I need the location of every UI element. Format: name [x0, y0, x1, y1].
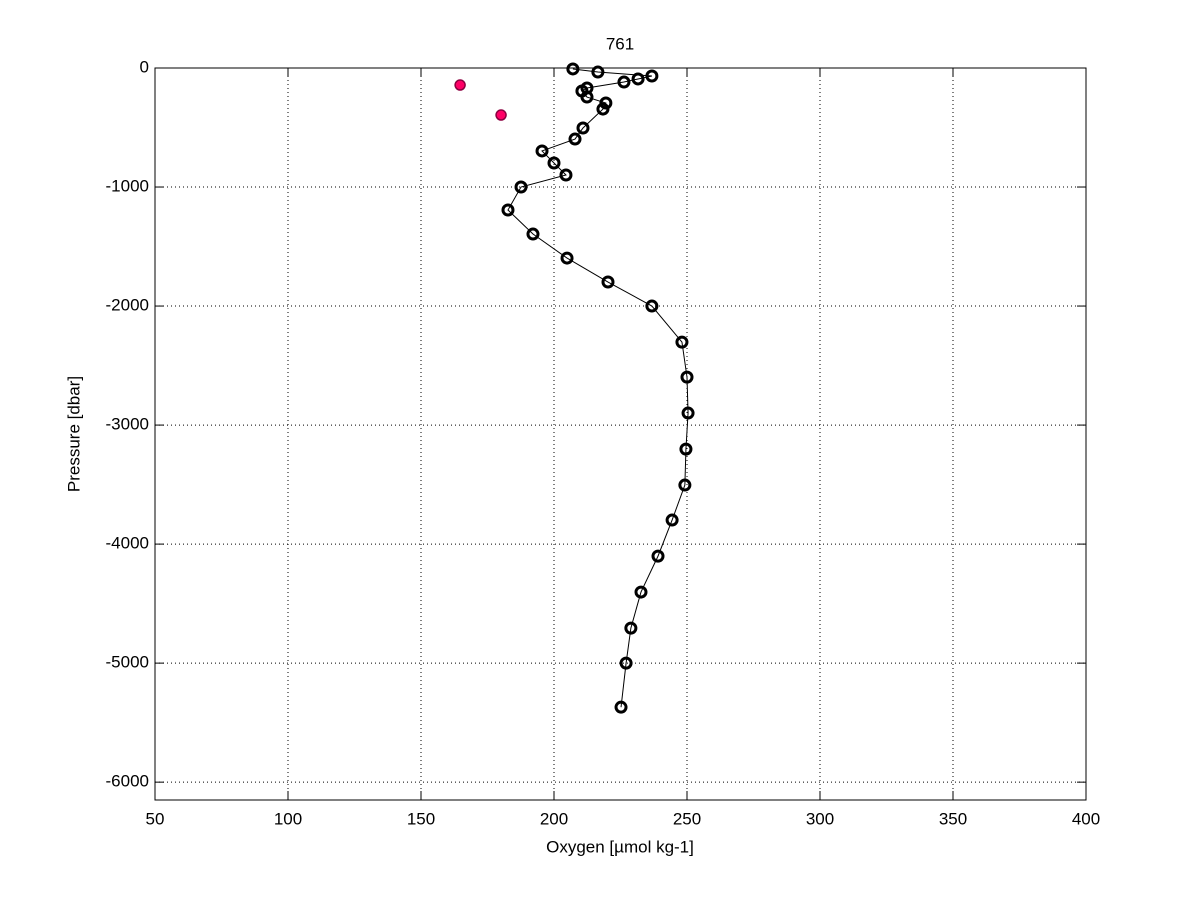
data-point: [559, 168, 573, 182]
data-point: [568, 132, 582, 146]
plot-frame: [154, 67, 1087, 801]
data-point: [651, 549, 665, 563]
data-point: [566, 62, 580, 76]
data-point: [580, 90, 594, 104]
data-point: [535, 144, 549, 158]
y-axis-label: Pressure [dbar]: [64, 376, 83, 492]
y-tick-label: 0: [140, 57, 149, 76]
data-point: [665, 513, 679, 527]
data-point: [495, 109, 507, 121]
data-point: [576, 121, 590, 135]
y-tick-label: -2000: [106, 296, 149, 315]
x-tick-label: 200: [540, 809, 568, 828]
data-point: [631, 72, 645, 86]
data-point: [681, 406, 695, 420]
data-point: [680, 370, 694, 384]
data-point: [617, 75, 631, 89]
x-axis-label: Oxygen [µmol kg-1]: [546, 837, 694, 856]
data-point: [678, 478, 692, 492]
x-tick-label: 100: [274, 809, 302, 828]
y-tick-label: -6000: [106, 772, 149, 791]
y-tick-label: -1000: [106, 177, 149, 196]
data-point: [624, 621, 638, 635]
data-point: [675, 335, 689, 349]
y-tick-label: -3000: [106, 415, 149, 434]
data-point: [526, 227, 540, 241]
data-point: [619, 656, 633, 670]
x-tick-label: 250: [673, 809, 701, 828]
data-point: [591, 65, 605, 79]
data-point: [547, 156, 561, 170]
data-point: [596, 102, 610, 116]
x-tick-label: 400: [1072, 809, 1100, 828]
data-point: [560, 251, 574, 265]
x-tick-label: 150: [407, 809, 435, 828]
data-point: [454, 79, 466, 91]
data-point: [679, 442, 693, 456]
data-point: [514, 180, 528, 194]
data-point: [645, 299, 659, 313]
data-point: [501, 203, 515, 217]
data-point: [634, 585, 648, 599]
data-point: [614, 700, 628, 714]
data-point: [645, 69, 659, 83]
x-tick-label: 350: [939, 809, 967, 828]
data-point: [601, 275, 615, 289]
y-tick-label: -4000: [106, 534, 149, 553]
x-tick-label: 300: [806, 809, 834, 828]
chart-title: 761: [606, 34, 634, 53]
y-tick-label: -5000: [106, 653, 149, 672]
x-tick-label: 50: [146, 809, 165, 828]
